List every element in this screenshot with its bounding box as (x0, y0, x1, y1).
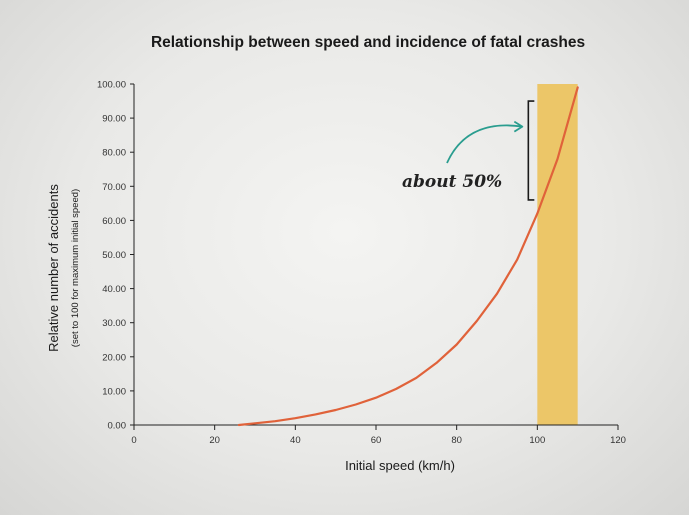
annotation-arrow (446, 124, 523, 164)
annotation-text: about 50% (402, 172, 502, 192)
y-tick-label: 50.00 (102, 250, 126, 261)
x-tick-label: 60 (371, 435, 382, 446)
y-tick-label: 100.00 (97, 80, 126, 91)
x-tick-label: 100 (529, 435, 545, 446)
y-tick-label: 0.00 (108, 421, 127, 432)
x-tick-label: 0 (131, 435, 136, 446)
highlight-band (537, 84, 578, 425)
y-tick-label: 40.00 (102, 284, 126, 295)
y-tick-label: 30.00 (102, 318, 126, 329)
x-tick-label: 120 (610, 435, 626, 446)
x-tick-label: 20 (209, 435, 220, 446)
series-line (237, 86, 579, 427)
y-tick-label: 60.00 (102, 216, 126, 227)
y-axis-label: Relative number of accidents (46, 184, 61, 352)
x-axis-label: Initial speed (km/h) (345, 458, 455, 473)
annotation-arrowhead (513, 120, 524, 133)
y-axis-sublabel: (set to 100 for maximum initial speed) (70, 189, 81, 347)
y-tick-label: 80.00 (102, 148, 126, 159)
y-tick-label: 70.00 (102, 182, 126, 193)
annotation-bracket (527, 100, 535, 201)
x-tick-label: 80 (451, 435, 462, 446)
x-tick-label: 40 (290, 435, 301, 446)
y-tick-label: 20.00 (102, 352, 126, 363)
y-tick-label: 90.00 (102, 114, 126, 125)
y-tick-label: 10.00 (102, 386, 126, 397)
chart-title: Relationship between speed and incidence… (150, 34, 586, 51)
